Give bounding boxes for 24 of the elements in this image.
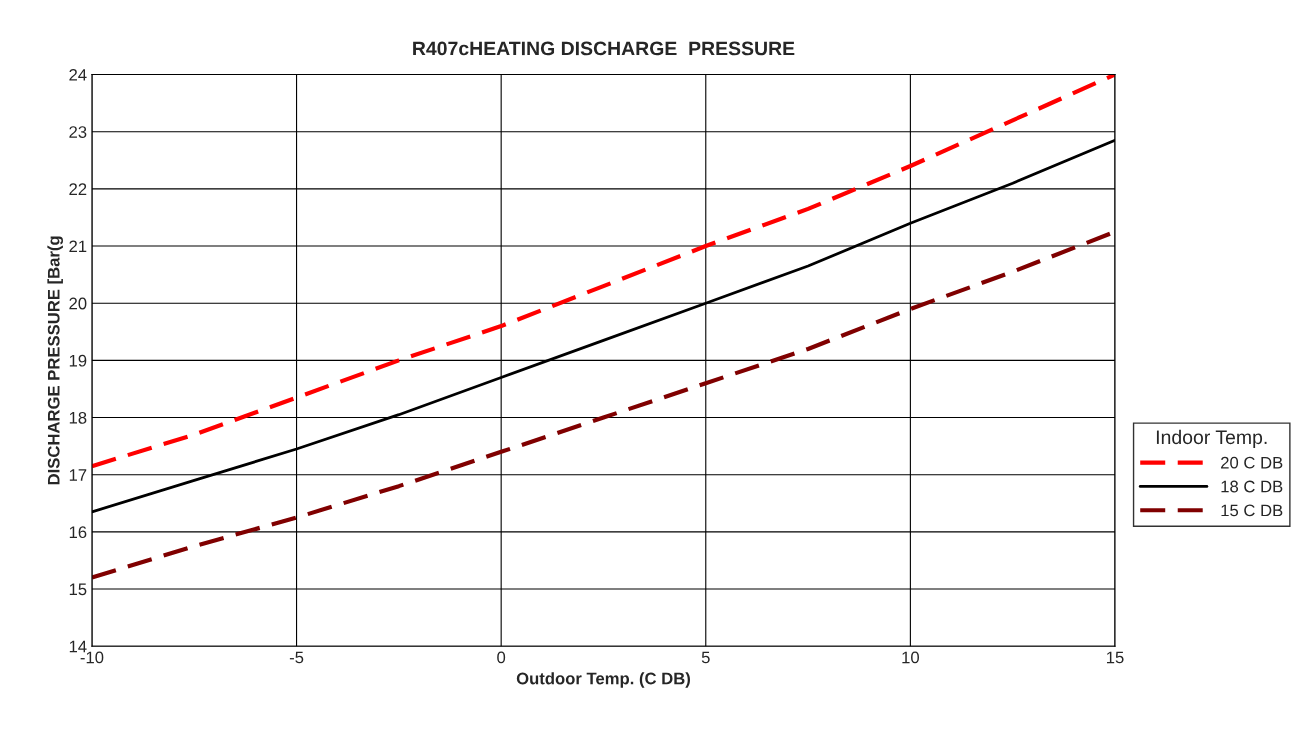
- x-tick-label: 5: [701, 651, 710, 664]
- x-tick-label: 10: [902, 651, 919, 664]
- y-tick-label: 23: [69, 126, 87, 138]
- x-tick-label: 0: [497, 651, 506, 664]
- y-tick-label: 18: [69, 411, 87, 424]
- x-tick-label: -5: [289, 651, 304, 664]
- y-tick-label: 14: [69, 640, 87, 653]
- x-tick-label: 15: [1107, 651, 1124, 664]
- legend-title: Indoor Temp.: [1156, 429, 1267, 448]
- y-tick-label: 19: [69, 354, 87, 367]
- y-tick-label: 20: [69, 297, 87, 310]
- x-axis-title: Outdoor Temp. (C DB): [516, 672, 690, 688]
- chart-title: R407cHEATING DISCHARGE PRESSURE: [413, 41, 795, 56]
- y-tick-label: 15: [69, 583, 87, 596]
- legend-label: 15 C DB: [1221, 504, 1283, 517]
- y-tick-label: 17: [69, 469, 87, 481]
- legend-label: 20 C DB: [1221, 456, 1283, 469]
- x-tick-label: -10: [80, 651, 104, 664]
- y-axis-title: DISCHARGE PRESSURE [Bar(g: [47, 236, 63, 485]
- y-tick-label: 22: [69, 183, 87, 195]
- y-tick-label: 21: [69, 240, 87, 253]
- legend-label: 18 C DB: [1221, 480, 1283, 493]
- y-tick-label: 24: [69, 68, 87, 81]
- y-tick-label: 16: [69, 526, 87, 539]
